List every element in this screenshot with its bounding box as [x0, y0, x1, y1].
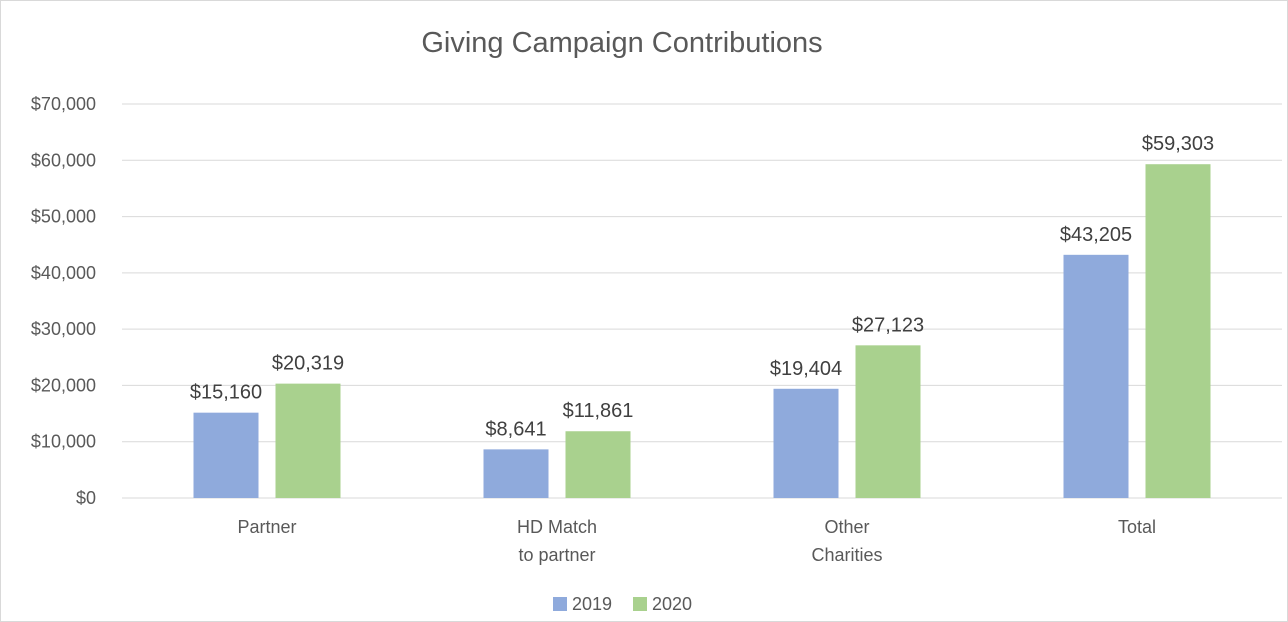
y-tick-label: $70,000 [31, 94, 96, 114]
y-tick-label: $0 [76, 488, 96, 508]
data-label: $43,205 [1060, 224, 1132, 246]
bar-2020-3 [1145, 164, 1211, 498]
bar-2019-0 [193, 412, 259, 498]
data-label: $15,160 [190, 382, 262, 404]
bars [193, 164, 1211, 498]
bar-2020-2 [855, 345, 921, 498]
data-label: $19,404 [770, 358, 842, 380]
data-label: $27,123 [852, 314, 924, 336]
category-label: Charities [811, 545, 882, 565]
data-label: $59,303 [1142, 133, 1214, 155]
data-label: $11,861 [563, 400, 634, 422]
category-label: Partner [237, 517, 296, 537]
category-label: Total [1118, 517, 1156, 537]
bar-2019-1 [483, 449, 549, 498]
legend-swatch-2020 [633, 597, 647, 611]
data-labels: $15,160 $20,319 $8,641 $11,861 $19,404 $27,12… [190, 133, 1214, 440]
bar-2020-0 [275, 383, 341, 498]
x-axis: Partner HD Match to partner Other Charities T… [237, 517, 1156, 565]
y-axis: $0 $10,000 $20,000 $30,000 $40,000 $50,000 $60… [31, 94, 96, 508]
y-tick-label: $60,000 [31, 150, 96, 170]
legend-label: 2019 [572, 594, 612, 614]
bar-2019-3 [1063, 254, 1129, 498]
y-tick-label: $20,000 [31, 375, 96, 395]
legend: 2019 2020 [553, 594, 692, 614]
y-tick-label: $40,000 [31, 263, 96, 283]
legend-swatch-2019 [553, 597, 567, 611]
legend-label: 2020 [652, 594, 692, 614]
bar-2019-2 [773, 388, 839, 498]
data-label: $20,319 [272, 353, 344, 375]
y-tick-label: $50,000 [31, 207, 96, 227]
category-label: Other [824, 517, 869, 537]
y-tick-label: $30,000 [31, 319, 96, 339]
bar-2020-1 [565, 431, 631, 498]
category-label: HD Match [517, 517, 597, 537]
category-label: to partner [518, 545, 595, 565]
data-label: $8,641 [485, 418, 546, 440]
chart-title: Giving Campaign Contributions [421, 27, 822, 59]
y-tick-label: $10,000 [31, 432, 96, 452]
